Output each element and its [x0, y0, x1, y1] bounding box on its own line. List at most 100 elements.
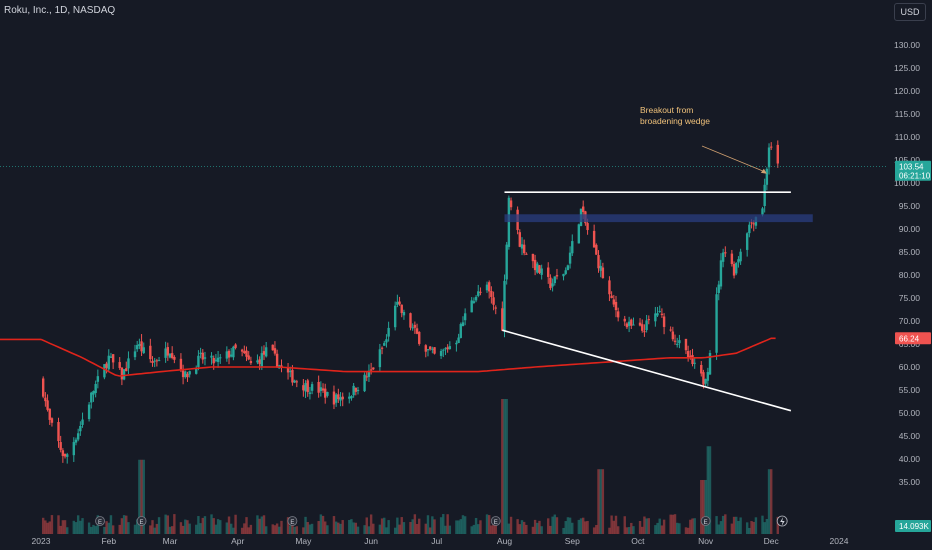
volume-bar [431, 516, 434, 534]
candle-body [402, 311, 406, 316]
candle-body [337, 394, 340, 400]
volume-bar [625, 527, 629, 534]
annotation-arrowhead [760, 168, 767, 174]
candle-body [745, 233, 749, 250]
volume-bar [623, 516, 626, 534]
volume-bar [660, 525, 664, 534]
candle-body [363, 374, 366, 392]
candle-body [74, 439, 78, 443]
sma-value-label-text: 66.24 [899, 334, 920, 343]
currency-button[interactable]: USD [894, 3, 926, 21]
volume-bar [87, 522, 91, 534]
volume-bar [763, 522, 766, 534]
volume-bar [433, 519, 436, 534]
volume-bar [278, 526, 281, 534]
candle-body [638, 322, 642, 326]
candle-body [761, 208, 764, 215]
volume-bar [317, 521, 320, 534]
earnings-icon-letter: E [494, 520, 498, 526]
volume-bar [286, 517, 290, 534]
volume-bar [372, 523, 375, 534]
volume-bar [525, 524, 528, 534]
volume-bar [459, 519, 462, 534]
x-tick-label: Oct [631, 536, 645, 546]
volume-value-label-text: 14.093K [899, 522, 929, 531]
volume-bar [767, 469, 771, 534]
volume-bar [492, 518, 495, 534]
volume-bar [310, 523, 314, 534]
volume-bar [321, 515, 325, 534]
volume-bar [507, 523, 511, 534]
candle-body [520, 244, 524, 249]
candle-body [490, 291, 493, 297]
candle-body [444, 348, 447, 350]
volume-bar [509, 516, 513, 534]
candle-body [240, 349, 244, 352]
volume-bar [584, 521, 587, 534]
volume-bar [693, 518, 696, 534]
y-tick-label: 100.00 [894, 178, 920, 188]
volume-bar [400, 517, 403, 534]
candle-body [673, 340, 677, 342]
candle-body [625, 323, 629, 328]
volume-bar [461, 515, 465, 534]
candle-body [492, 297, 495, 305]
volume-bar [157, 517, 161, 534]
volume-bar [227, 516, 231, 534]
candle-body [752, 223, 755, 225]
volume-bar [553, 514, 556, 534]
candle-body [378, 349, 382, 368]
candle-body [341, 396, 344, 400]
candle-body [551, 283, 554, 287]
candle-body [586, 223, 589, 231]
volume-bar [302, 527, 305, 534]
volume-bar [111, 525, 115, 534]
candle-body [367, 370, 371, 377]
candle-body [105, 363, 108, 368]
candle-body [319, 387, 323, 391]
candle-body [92, 391, 95, 395]
candle-body [369, 369, 373, 371]
volume-bar [210, 514, 213, 534]
volume-bar [230, 523, 233, 534]
volume-bar [179, 522, 183, 534]
candle-body [413, 324, 417, 328]
wedge-trendline [502, 329, 792, 412]
candle-body [676, 343, 679, 345]
volume-bar [689, 519, 692, 534]
volume-bar [577, 519, 581, 534]
volume-bar [582, 517, 585, 534]
candle-body [608, 280, 611, 295]
volume-bar [356, 526, 360, 534]
candle-body [79, 425, 82, 432]
volume-bar [197, 516, 200, 534]
x-tick-label: Apr [231, 536, 244, 546]
candle-body [122, 369, 126, 380]
volume-bar [568, 517, 572, 534]
volume-bar [243, 523, 246, 534]
volume-bar [142, 459, 145, 534]
candle-body [168, 353, 172, 358]
volume-bar [765, 519, 769, 534]
volume-bar [776, 516, 779, 534]
candle-body [750, 222, 753, 224]
candle-body [767, 147, 771, 168]
candle-body [133, 351, 137, 358]
volume-bar [612, 520, 616, 534]
candle-body [264, 347, 268, 357]
x-tick-label: 2023 [32, 536, 51, 546]
volume-bar [536, 522, 539, 534]
volume-bar [74, 522, 78, 534]
candle-body [582, 206, 585, 213]
volume-bar [291, 520, 294, 534]
volume-bar [195, 524, 198, 534]
candle-body [230, 354, 233, 357]
candle-body [365, 376, 368, 378]
candle-body [293, 380, 296, 383]
candle-body [426, 349, 430, 351]
annotation-arrow [701, 145, 766, 173]
volume-bar [708, 446, 712, 534]
volume-bar [673, 514, 677, 534]
